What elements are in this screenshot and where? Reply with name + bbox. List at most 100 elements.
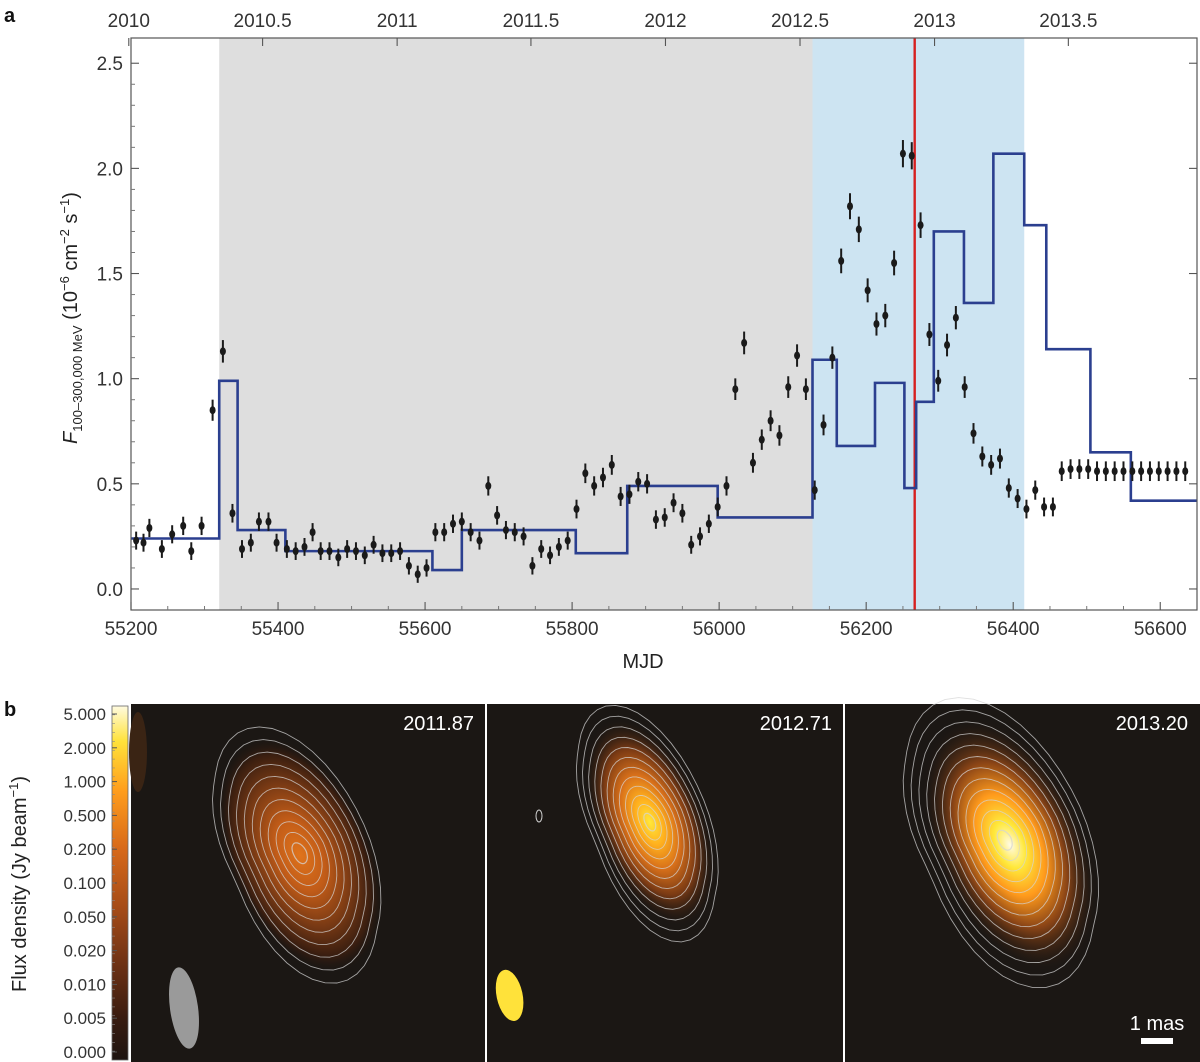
data-point — [317, 547, 324, 556]
contour-line — [212, 726, 382, 984]
vlbi-map-3: 2013.20 1 mas — [845, 697, 1200, 1062]
data-point — [265, 517, 272, 526]
data-point — [219, 347, 226, 356]
contour-line — [227, 751, 367, 958]
contour-line — [957, 778, 1049, 905]
contour-line — [926, 733, 1078, 951]
data-point — [547, 551, 554, 560]
data-point — [476, 536, 483, 545]
data-point — [1129, 467, 1136, 476]
data-point — [1120, 467, 1127, 476]
data-point — [952, 313, 959, 322]
data-point — [776, 431, 783, 440]
data-point — [538, 545, 545, 554]
map-3-contours — [902, 697, 1099, 988]
y-label-rest: (10 — [60, 291, 82, 325]
contour-line — [996, 829, 1013, 851]
contour-line — [918, 721, 1085, 963]
map-1-epoch: 2011.87 — [403, 713, 474, 735]
data-point — [1173, 467, 1180, 476]
colorbar-ticks: 5.000 2.000 1.000 0.500 0.200 0.100 0.050 0.020… — [63, 705, 117, 1062]
contour-line — [267, 810, 330, 898]
contour-line — [949, 767, 1056, 916]
data-point — [1076, 465, 1083, 474]
data-point — [838, 256, 845, 265]
top-tick-label: 2013.5 — [1039, 11, 1097, 32]
data-point — [180, 521, 187, 530]
contour-line — [631, 795, 668, 850]
data-point — [1146, 467, 1153, 476]
x-axis-label: MJD — [622, 651, 663, 673]
data-point — [1102, 467, 1109, 476]
x-tick-label: 55400 — [252, 619, 305, 640]
data-point — [688, 540, 695, 549]
colorbar-tick-label: 0.050 — [63, 908, 106, 927]
data-point — [1014, 494, 1021, 503]
data-point — [591, 481, 598, 490]
data-point — [335, 553, 342, 562]
map-3-epoch: 2013.20 — [1116, 713, 1188, 735]
y-tick-label: 2.5 — [97, 54, 123, 75]
data-point — [361, 551, 368, 560]
data-point — [1138, 467, 1145, 476]
top-tick-label: 2011 — [377, 11, 418, 32]
y-label-mid: cm — [60, 244, 82, 276]
colorbar-tick-label: 0.500 — [63, 806, 106, 825]
panel-a-label: a — [4, 5, 16, 27]
contour-line — [988, 819, 1020, 861]
data-point — [811, 486, 818, 495]
data-point — [1023, 505, 1030, 514]
data-point — [1094, 467, 1101, 476]
data-point — [635, 477, 642, 486]
scale-bar-label: 1 mas — [1130, 1013, 1184, 1035]
data-point — [794, 351, 801, 360]
data-point — [441, 528, 448, 537]
contour-line — [291, 842, 309, 865]
data-point — [198, 521, 205, 530]
y-tick-label: 1.5 — [97, 265, 123, 286]
data-point — [749, 458, 756, 467]
vlbi-map-2: 2012.71 — [487, 704, 843, 1062]
step-series — [131, 152, 1197, 572]
data-point — [140, 538, 147, 547]
data-point — [1164, 467, 1171, 476]
panel-b-label: b — [4, 699, 16, 721]
data-point — [608, 460, 615, 469]
contour-line — [243, 775, 352, 933]
shaded-region-1 — [219, 38, 813, 610]
data-point — [1111, 467, 1118, 476]
contour-line — [981, 809, 1028, 872]
data-point — [917, 221, 924, 230]
data-point — [370, 540, 377, 549]
x-tick-label: 55200 — [105, 619, 158, 640]
data-point — [873, 320, 880, 328]
data-point — [679, 509, 686, 518]
colorbar-tick-label: 0.010 — [63, 975, 106, 994]
colorbar-tick-label: 2.000 — [63, 739, 106, 758]
data-point — [652, 515, 659, 524]
top-tick-label: 2010 — [108, 11, 150, 32]
map-2-island — [535, 809, 543, 823]
data-point — [714, 502, 721, 511]
top-tick-label: 2011.5 — [503, 11, 560, 32]
contour-line — [600, 747, 696, 900]
x-tick-label: 56600 — [1134, 619, 1187, 640]
data-point — [209, 406, 216, 415]
data-point — [1005, 484, 1012, 493]
data-point — [292, 547, 299, 556]
data-point — [829, 353, 836, 362]
colorbar-tick-label: 0.000 — [63, 1043, 106, 1062]
data-point — [705, 519, 712, 528]
data-point — [1067, 465, 1074, 474]
data-point — [352, 547, 359, 556]
data-point — [785, 383, 792, 392]
data-point — [670, 498, 677, 507]
data-point — [309, 528, 316, 537]
bayesian-block-steps — [131, 152, 1197, 572]
contour-line — [612, 766, 685, 879]
data-point — [520, 532, 527, 541]
data-point — [697, 532, 704, 541]
top-tick-label: 2012 — [644, 11, 686, 32]
data-point — [723, 481, 730, 490]
data-points — [133, 140, 1189, 583]
